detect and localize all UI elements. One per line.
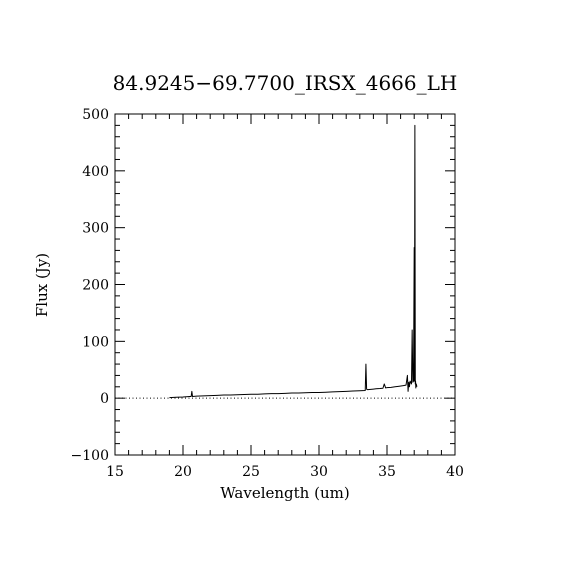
x-tick-label: 15 (106, 464, 124, 480)
y-tick-label: 400 (82, 164, 109, 180)
plot-frame (114, 113, 456, 456)
y-tick-label: 100 (82, 334, 109, 350)
x-tick-label: 25 (242, 464, 260, 480)
y-tick-label: −100 (71, 448, 109, 464)
y-tick-label: 200 (82, 278, 109, 294)
y-tick-label: 0 (100, 391, 109, 407)
axis-tick-labels: 15 20 25 30 35 40 −100 0 100 200 300 400 500 (71, 107, 464, 480)
x-tick-label: 20 (174, 464, 192, 480)
spectrum-line (169, 124, 418, 399)
x-tick-label: 40 (446, 464, 464, 480)
y-axis-label: Flux (Jy) (33, 253, 51, 317)
axis-ticks (114, 113, 456, 456)
x-tick-label: 35 (378, 464, 396, 480)
x-tick-label: 30 (310, 464, 328, 480)
chart-title: 84.9245−69.7700_IRSX_4666_LH (113, 71, 458, 95)
x-axis-label: Wavelength (um) (220, 484, 349, 502)
y-tick-label: 500 (82, 107, 109, 123)
y-tick-label: 300 (82, 221, 109, 237)
